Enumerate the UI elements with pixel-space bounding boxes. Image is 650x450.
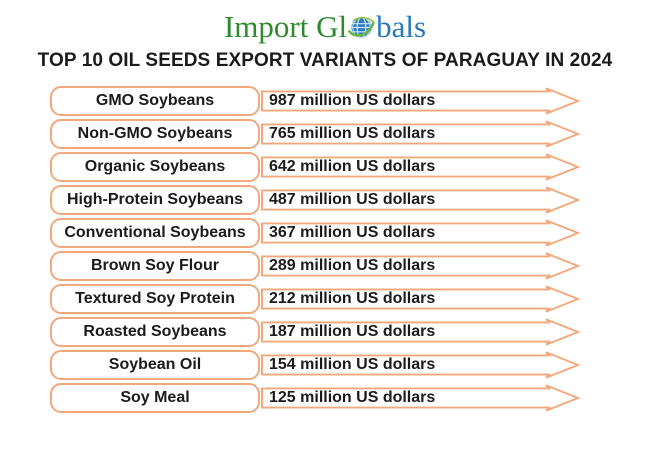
row-arrow: 187 million US dollars [261, 317, 580, 347]
row-value: 765 million US dollars [269, 125, 436, 142]
row-value: 487 million US dollars [269, 191, 436, 208]
chart-row: Soybean Oil 154 million US dollars [50, 350, 580, 380]
chart-row: High-Protein Soybeans 487 million US dol… [50, 185, 580, 215]
row-label: Non-GMO Soybeans [77, 125, 233, 142]
row-label: GMO Soybeans [95, 92, 215, 109]
row-value: 987 million US dollars [269, 92, 436, 109]
row-arrow: 987 million US dollars [261, 86, 580, 116]
row-label: Conventional Soybeans [64, 224, 246, 241]
row-label: Textured Soy Protein [75, 290, 235, 307]
logo-text-bals: bals [376, 9, 427, 44]
row-label: Roasted Soybeans [83, 323, 227, 340]
arrow-shape-icon [261, 120, 580, 148]
row-arrow: 154 million US dollars [261, 350, 580, 380]
rows-list: GMO Soybeans 987 million US dollars Non-… [50, 86, 580, 413]
arrow-shape-icon [261, 318, 580, 346]
row-label-box: Conventional Soybeans [50, 218, 260, 248]
row-label-box: Roasted Soybeans [50, 317, 260, 347]
row-value: 642 million US dollars [269, 158, 436, 175]
row-arrow: 212 million US dollars [261, 284, 580, 314]
row-label-box: Textured Soy Protein [50, 284, 260, 314]
row-arrow: 642 million US dollars [261, 152, 580, 182]
arrow-shape-icon [261, 351, 580, 379]
chart-row: Brown Soy Flour 289 million US dollars [50, 251, 580, 281]
arrow-shape-icon [261, 186, 580, 214]
arrow-shape-icon [261, 252, 580, 280]
arrow-shape-icon [261, 87, 580, 115]
chart-row: Non-GMO Soybeans 765 million US dollars [50, 119, 580, 149]
row-label: Soybean Oil [108, 356, 202, 373]
arrow-shape-icon [261, 219, 580, 247]
row-value: 154 million US dollars [269, 356, 436, 373]
row-label: Soy Meal [120, 389, 190, 406]
logo-text-import-gl: Import Gl [223, 9, 348, 44]
chart-row: Conventional Soybeans 367 million US dol… [50, 218, 580, 248]
arrow-shape-icon [261, 285, 580, 313]
row-label-box: Non-GMO Soybeans [50, 119, 260, 149]
row-label-box: High-Protein Soybeans [50, 185, 260, 215]
row-label: Organic Soybeans [84, 158, 226, 175]
row-value: 125 million US dollars [269, 389, 436, 406]
row-label-box: Brown Soy Flour [50, 251, 260, 281]
row-label-box: GMO Soybeans [50, 86, 260, 116]
row-arrow: 765 million US dollars [261, 119, 580, 149]
row-arrow: 367 million US dollars [261, 218, 580, 248]
chart-row: GMO Soybeans 987 million US dollars [50, 86, 580, 116]
row-arrow: 125 million US dollars [261, 383, 580, 413]
chart-row: Textured Soy Protein 212 million US doll… [50, 284, 580, 314]
arrow-shape-icon [261, 384, 580, 412]
row-arrow: 487 million US dollars [261, 185, 580, 215]
row-value: 289 million US dollars [269, 257, 436, 274]
page-title: TOP 10 OIL SEEDS EXPORT VARIANTS OF PARA… [37, 50, 613, 71]
row-value: 367 million US dollars [269, 224, 436, 241]
row-arrow: 289 million US dollars [261, 251, 580, 281]
row-label-box: Soybean Oil [50, 350, 260, 380]
row-label-box: Soy Meal [50, 383, 260, 413]
chart-row: Roasted Soybeans 187 million US dollars [50, 317, 580, 347]
row-label: High-Protein Soybeans [66, 191, 244, 208]
row-label: Brown Soy Flour [91, 257, 219, 274]
arrow-shape-icon [261, 153, 580, 181]
logo: Import Gl bals [0, 0, 650, 44]
row-value: 212 million US dollars [269, 290, 436, 307]
row-value: 187 million US dollars [269, 323, 436, 340]
chart-row: Soy Meal 125 million US dollars [50, 383, 580, 413]
globe-icon [348, 14, 375, 41]
row-label-box: Organic Soybeans [50, 152, 260, 182]
chart-row: Organic Soybeans 642 million US dollars [50, 152, 580, 182]
